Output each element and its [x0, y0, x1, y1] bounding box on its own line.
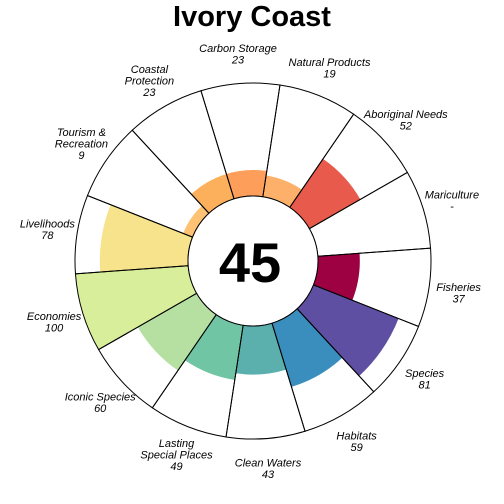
petal-fill-habitats — [272, 308, 343, 387]
petal-fill-carbon-storage — [226, 170, 267, 199]
petals-group — [75, 158, 399, 387]
center-score: 45 — [219, 231, 281, 294]
petal-fill-clean-waters — [235, 323, 287, 375]
chart-title: Ivory Coast — [173, 1, 331, 33]
petal-label-iconic-species: Iconic Species 60 — [65, 391, 136, 415]
petal-label-mariculture: Mariculture - — [425, 189, 479, 213]
petal-fill-tourism-and-recreation — [183, 205, 209, 238]
petal-label-natural-products: Natural Products 19 — [289, 57, 371, 81]
petal-label-clean-waters: Clean Waters 43 — [235, 458, 302, 482]
petal-label-fisheries: Fisheries 37 — [436, 282, 481, 306]
petal-label-species: Species 81 — [405, 368, 445, 392]
petal-fill-lasting-special-places — [184, 314, 244, 380]
petal-fill-economies — [75, 265, 197, 350]
petal-fill-aboriginal-needs — [289, 158, 361, 229]
petal-label-habitats: Habitats 59 — [336, 431, 377, 455]
petal-label-economies: Economies 100 — [27, 311, 82, 335]
petal-label-lasting-special-places: Lasting Special Places 49 — [140, 438, 213, 473]
petal-fill-iconic-species — [137, 293, 217, 371]
petal-fill-livelihoods — [99, 204, 193, 273]
petal-label-aboriginal-needs: Aboriginal Needs 52 — [363, 109, 448, 133]
petal-fill-species — [297, 284, 399, 377]
petal-fill-fisheries — [313, 253, 360, 301]
petal-label-livelihoods: Livelihoods 78 — [20, 219, 76, 243]
petal-fill-natural-products — [262, 175, 302, 208]
center-circle — [187, 195, 319, 327]
petal-fill-coastal-protection — [191, 173, 234, 214]
petal-label-coastal-protection: Coastal Protection 23 — [125, 64, 175, 99]
petal-label-carbon-storage: Carbon Storage 23 — [199, 43, 277, 67]
petal-label-tourism-and-recreation: Tourism & Recreation 9 — [55, 127, 108, 162]
petal-labels-group: Carbon Storage 23 Natural Products 19 Aborig… — [20, 43, 482, 481]
